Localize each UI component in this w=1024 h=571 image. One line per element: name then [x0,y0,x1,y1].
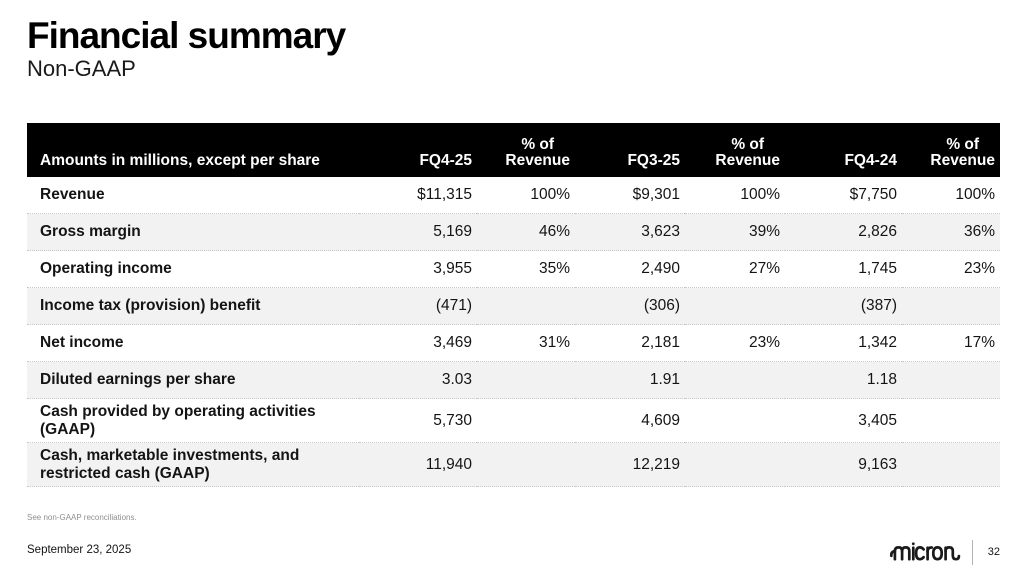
cell-value: 5,730 [359,398,477,443]
cell-value: $7,750 [849,186,897,203]
cell-value: 1,342 [785,324,902,362]
col-header-label: % of Revenue [505,135,570,169]
cell-value: 3,469 [359,324,477,362]
table-header-row: Amounts in millions, except per share FQ… [27,123,1000,177]
col-header-label: FQ4-25 [419,151,472,169]
cell-value: 3.03 [359,361,477,399]
col-header-pct-revenue-2: % of Revenue [685,123,785,177]
row-label: Revenue [40,186,105,204]
col-header-amounts: Amounts in millions, except per share [27,123,359,177]
table-row-income-tax: Income tax (provision) benefit (471) (30… [27,287,1000,325]
col-header-pct-revenue-1: % of Revenue [477,123,575,177]
cell-value: 2,826 [785,213,902,251]
cell-value: 2,490 [575,250,685,288]
cell-value: 36% [902,213,1000,251]
page-subtitle: Non-GAAP [27,56,136,81]
table-row-cash-operating: Cash provided by operating activities (G… [27,398,1000,443]
cell-value: 17% [902,324,1000,362]
col-header-fq4-24: FQ4-24 [785,123,902,177]
cell-value [477,398,575,443]
col-header-label: FQ4-24 [844,151,897,169]
table-row-net-income: Net income 3,469 31% 2,181 23% 1,342 17% [27,324,1000,362]
financial-summary-table: Amounts in millions, except per share FQ… [27,123,1000,487]
cell-value [685,287,785,325]
col-header-label: % of Revenue [715,135,780,169]
cell-value: 100% [740,186,780,203]
cell-value [477,361,575,399]
micron-logo [889,541,961,561]
cell-value: 3,623 [575,213,685,251]
row-label: Cash, marketable investments, and restri… [27,442,359,487]
cell-value: 12,219 [575,442,685,487]
cell-value: 11,940 [359,442,477,487]
cell-value [902,287,1000,325]
cell-value: 23% [685,324,785,362]
cell-value: 5,169 [359,213,477,251]
table-row-revenue: Revenue $11,315 100% $9,301 100% $7,750 … [27,177,1000,214]
cell-value: 1.18 [785,361,902,399]
cell-value: (306) [575,287,685,325]
row-label: Gross margin [27,213,359,251]
col-header-label: % of Revenue [930,135,995,169]
cell-value: $9,301 [632,186,680,203]
cell-value: 100% [955,186,995,203]
cell-value [685,361,785,399]
table-row-diluted-eps: Diluted earnings per share 3.03 1.91 1.1… [27,361,1000,399]
col-header-label: FQ3-25 [627,151,680,169]
cell-value [902,398,1000,443]
col-header-pct-revenue-3: % of Revenue [902,123,1000,177]
cell-value: 9,163 [785,442,902,487]
row-label: Income tax (provision) benefit [27,287,359,325]
cell-value: 23% [902,250,1000,288]
page-number: 32 [987,546,1000,558]
cell-value: 3,955 [359,250,477,288]
footer-divider [972,539,973,565]
row-label: Operating income [27,250,359,288]
row-label: Cash provided by operating activities (G… [27,398,359,443]
footnote: See non-GAAP reconciliations. [27,513,137,522]
cell-value: 4,609 [575,398,685,443]
cell-value [685,442,785,487]
cell-value: 27% [685,250,785,288]
cell-value: 46% [477,213,575,251]
table-row-cash-investments: Cash, marketable investments, and restri… [27,442,1000,487]
cell-value [685,398,785,443]
cell-value: (387) [785,287,902,325]
cell-value [902,442,1000,487]
page-title: Financial summary [27,15,346,56]
cell-value: 100% [530,186,570,203]
col-header-fq4-25: FQ4-25 [359,123,477,177]
cell-value: 1,745 [785,250,902,288]
cell-value: 1.91 [575,361,685,399]
row-label: Diluted earnings per share [27,361,359,399]
cell-value: 31% [477,324,575,362]
slide-date: September 23, 2025 [27,544,132,556]
cell-value: 39% [685,213,785,251]
col-header-fq3-25: FQ3-25 [575,123,685,177]
cell-value: $11,315 [417,186,472,203]
cell-value: (471) [359,287,477,325]
cell-value [902,361,1000,399]
cell-value: 35% [477,250,575,288]
cell-value: 2,181 [575,324,685,362]
cell-value [477,442,575,487]
row-label: Net income [27,324,359,362]
cell-value [477,287,575,325]
footer-right: 32 [889,537,1000,567]
table-row-operating-income: Operating income 3,955 35% 2,490 27% 1,7… [27,250,1000,288]
table-row-gross-margin: Gross margin 5,169 46% 3,623 39% 2,826 3… [27,213,1000,251]
cell-value: 3,405 [785,398,902,443]
